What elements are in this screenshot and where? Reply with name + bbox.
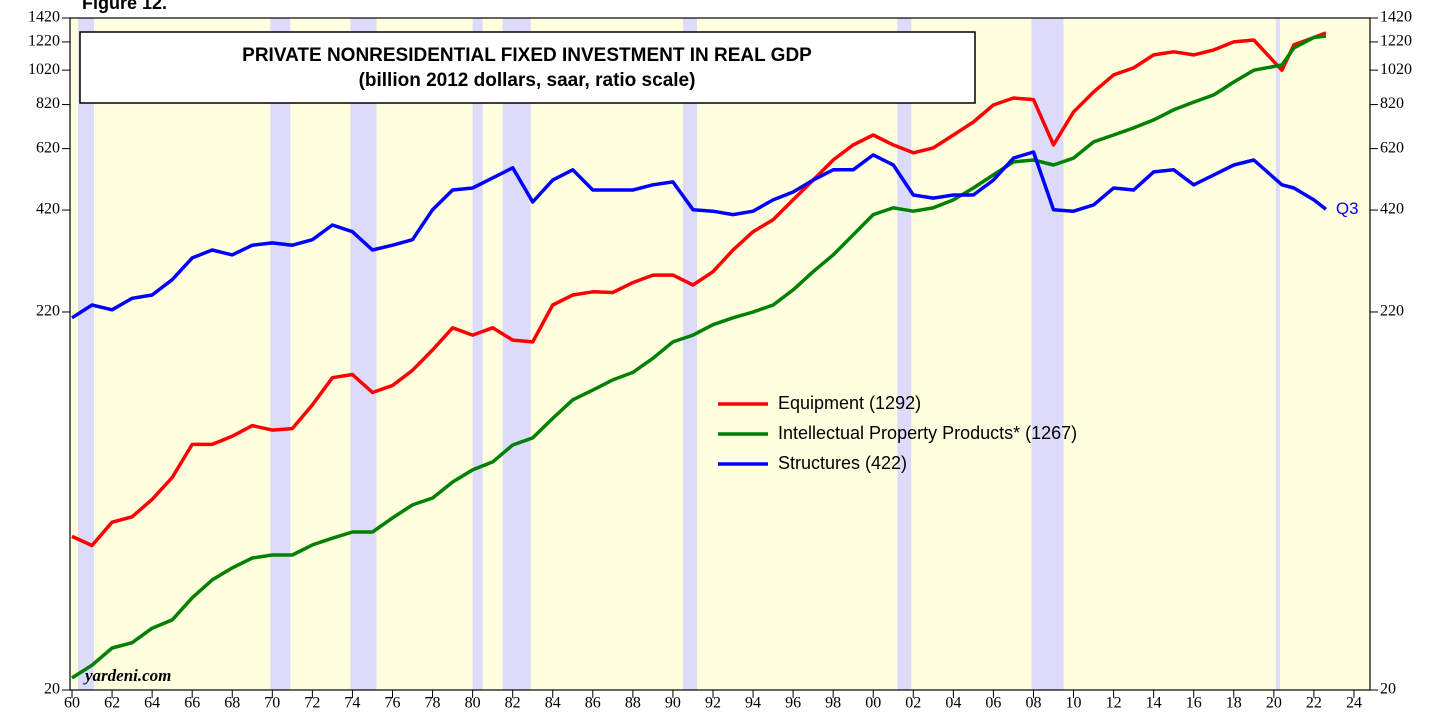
x-tick-label: 64 bbox=[144, 695, 160, 712]
chart-title: PRIVATE NONRESIDENTIAL FIXED INVESTMENT … bbox=[242, 45, 812, 66]
x-tick-label: 02 bbox=[905, 695, 921, 712]
y2-tick-label: 620 bbox=[1380, 139, 1404, 156]
recession-band bbox=[472, 18, 483, 690]
y2-tick-label: 1420 bbox=[1380, 9, 1412, 26]
recession-band bbox=[682, 18, 697, 690]
recession-band bbox=[1031, 18, 1064, 690]
y2-tick-label: 1220 bbox=[1380, 33, 1412, 50]
x-tick-label: 90 bbox=[665, 695, 681, 712]
recession-band bbox=[1275, 18, 1280, 690]
x-tick-label: 70 bbox=[264, 695, 280, 712]
x-tick-label: 10 bbox=[1066, 695, 1082, 712]
x-tick-label: 76 bbox=[384, 695, 400, 712]
legend-label: Structures (422) bbox=[778, 453, 907, 473]
y2-tick-label: 820 bbox=[1380, 95, 1404, 112]
x-tick-label: 12 bbox=[1106, 695, 1122, 712]
y2-tick-label: 20 bbox=[1380, 681, 1396, 698]
x-tick-label: 00 bbox=[865, 695, 881, 712]
title-box bbox=[79, 31, 976, 104]
x-tick-label: 96 bbox=[785, 695, 801, 712]
x-tick-label: 68 bbox=[224, 695, 240, 712]
x-tick-label: 92 bbox=[705, 695, 721, 712]
x-tick-label: 86 bbox=[585, 695, 601, 712]
y-tick-label: 220 bbox=[36, 303, 60, 320]
figure-label: Figure 12. bbox=[82, 0, 167, 13]
x-tick-label: 08 bbox=[1025, 695, 1041, 712]
plot-background bbox=[70, 18, 1370, 690]
x-tick-label: 16 bbox=[1186, 695, 1202, 712]
x-tick-label: 74 bbox=[344, 695, 360, 712]
x-tick-label: 82 bbox=[505, 695, 521, 712]
series-line bbox=[71, 150, 1327, 320]
series-line bbox=[71, 31, 1327, 548]
recession-band bbox=[78, 18, 95, 690]
series-line bbox=[71, 34, 1327, 680]
x-tick-label: 24 bbox=[1346, 695, 1362, 712]
y-tick-label: 1220 bbox=[28, 33, 60, 50]
x-tick-label: 22 bbox=[1306, 695, 1322, 712]
x-tick-label: 06 bbox=[985, 695, 1001, 712]
plot-frame bbox=[69, 17, 1371, 691]
x-tick-label: 72 bbox=[304, 695, 320, 712]
recession-band bbox=[897, 18, 912, 690]
recession-band bbox=[350, 18, 377, 690]
x-tick-label: 88 bbox=[625, 695, 641, 712]
legend-label: Intellectual Property Products* (1267) bbox=[778, 423, 1077, 443]
x-tick-label: 66 bbox=[184, 695, 200, 712]
x-tick-label: 04 bbox=[945, 695, 961, 712]
x-tick-label: 20 bbox=[1266, 695, 1282, 712]
y2-tick-label: 1020 bbox=[1380, 61, 1412, 78]
annotation: Q3 bbox=[1336, 199, 1359, 218]
y2-tick-label: 420 bbox=[1380, 201, 1404, 218]
x-tick-label: 84 bbox=[545, 695, 561, 712]
x-tick-label: 94 bbox=[745, 695, 761, 712]
source: yardeni.com bbox=[83, 666, 171, 685]
recession-band bbox=[502, 18, 531, 690]
x-tick-label: 80 bbox=[465, 695, 481, 712]
y-tick-label: 1420 bbox=[28, 9, 60, 26]
chart-subtitle: (billion 2012 dollars, saar, ratio scale… bbox=[359, 70, 696, 91]
plot-area bbox=[70, 18, 1370, 690]
y-tick-label: 820 bbox=[36, 95, 60, 112]
y-tick-label: 1020 bbox=[28, 61, 60, 78]
x-tick-label: 78 bbox=[425, 695, 441, 712]
y-tick-label: 420 bbox=[36, 201, 60, 218]
y2-tick-label: 220 bbox=[1380, 303, 1404, 320]
recession-band bbox=[270, 18, 291, 690]
x-tick-label: 62 bbox=[104, 695, 120, 712]
legend-label: Equipment (1292) bbox=[778, 393, 921, 413]
x-tick-label: 98 bbox=[825, 695, 841, 712]
x-tick-label: 18 bbox=[1226, 695, 1242, 712]
y-tick-label: 620 bbox=[36, 139, 60, 156]
y-tick-label: 20 bbox=[44, 681, 60, 698]
x-tick-label: 14 bbox=[1146, 695, 1162, 712]
x-tick-label: 60 bbox=[64, 695, 80, 712]
